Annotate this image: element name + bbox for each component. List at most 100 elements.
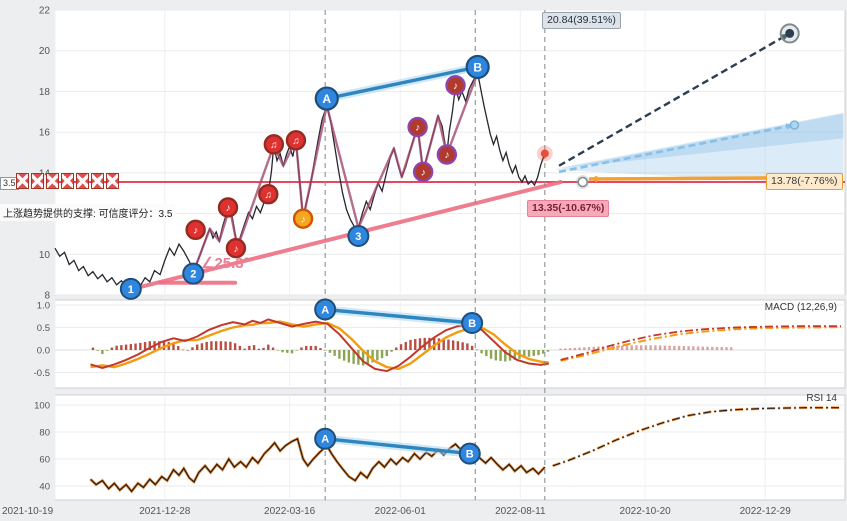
red-note-marker[interactable]	[263, 134, 285, 155]
macd-hist-bar	[305, 345, 308, 350]
macd-point-A[interactable]	[314, 298, 337, 321]
red-packet-icon[interactable]	[61, 173, 74, 189]
macd-hist-bar	[314, 345, 317, 350]
macd-hist-bar	[692, 346, 695, 350]
macd-hist-bar	[229, 341, 232, 350]
macd-hist-bar	[134, 343, 137, 350]
wave-point-B[interactable]	[465, 54, 490, 80]
macd-hist-bar	[262, 347, 265, 350]
red-note-marker[interactable]	[217, 197, 239, 218]
red-packet-icon[interactable]	[106, 173, 119, 189]
macd-hist-bar	[696, 346, 700, 350]
macd-hist-bar	[730, 347, 733, 350]
macd-hist-bar	[390, 350, 393, 352]
purple-note-marker[interactable]	[445, 75, 466, 96]
red-note-marker[interactable]	[225, 237, 247, 259]
y-tick-main: 22	[39, 6, 51, 17]
red-packet-icon[interactable]	[76, 173, 89, 189]
purple-note-marker[interactable]	[436, 144, 458, 165]
target-price-label[interactable]: 20.84(39.51%)	[542, 12, 621, 29]
macd-hist-bar	[404, 342, 407, 350]
ab-line-rsi[interactable]	[323, 437, 472, 456]
wave-point-A[interactable]	[314, 86, 339, 111]
x-tick-label: 2022-10-20	[620, 506, 672, 517]
macd-hist-bar	[485, 350, 488, 357]
ab-line-macd[interactable]	[323, 307, 474, 325]
macd-hist-bar	[494, 350, 498, 361]
red-packet-icon[interactable]	[46, 173, 59, 189]
target-arrow[interactable]	[558, 32, 791, 167]
macd-hist-bar	[186, 350, 189, 351]
purple-note-marker[interactable]	[412, 161, 434, 183]
macd-hist-bar	[687, 346, 690, 350]
macd-hist-bar	[625, 345, 629, 350]
forecast-fan	[555, 112, 844, 169]
x-tick-label: 2021-10-19	[2, 506, 54, 517]
wave-point-2[interactable]	[182, 262, 205, 285]
macd-hist-bar	[300, 347, 303, 350]
macd-hist-bar	[96, 350, 99, 351]
y-tick-main: 10	[39, 250, 51, 261]
macd-hist-bar	[257, 348, 261, 350]
macd-point-B[interactable]	[461, 312, 484, 334]
macd-hist-bar	[701, 346, 704, 350]
macd-hist-bar	[214, 341, 218, 350]
target-dot[interactable]	[785, 28, 795, 38]
macd-hist-bar	[210, 341, 213, 350]
macd-hist-bar	[568, 348, 572, 350]
macd-hist-bar	[635, 345, 638, 350]
macd-hist-bar	[673, 345, 676, 350]
macd-hist-bar	[148, 341, 151, 350]
red-packet-icon[interactable]	[91, 173, 104, 189]
level-dot[interactable]	[577, 176, 588, 188]
macd-hist-bar	[711, 346, 714, 350]
wave-point-3-label: 3	[355, 231, 361, 243]
red-packet-band[interactable]	[16, 173, 119, 189]
macd-hist-bar	[573, 347, 577, 350]
red-note-marker[interactable]	[185, 219, 206, 241]
macd-hist-bar	[342, 350, 346, 361]
forecast-arrow[interactable]	[558, 123, 795, 174]
red-packet-icon[interactable]	[16, 173, 29, 189]
purple-note-marker-label: ♪	[415, 123, 420, 134]
wave-point-3[interactable]	[347, 224, 370, 247]
ab-line-main[interactable]	[325, 65, 480, 101]
forecast-fan	[555, 113, 844, 186]
macd-hist-bar	[668, 345, 671, 350]
macd-hist-bar	[677, 345, 681, 350]
macd-hist-bar	[181, 349, 185, 351]
macd-hist-bar	[323, 350, 327, 351]
purple-note-marker[interactable]	[407, 116, 428, 138]
macd-hist-bar	[158, 341, 161, 350]
rsi-point-A[interactable]	[314, 427, 337, 450]
macd-hist-bar	[578, 347, 581, 350]
y-tick-macd: 0.5	[37, 323, 50, 334]
macd-hist-bar	[286, 350, 289, 353]
macd-hist-bar	[489, 350, 493, 359]
red-note-marker-label: ♪	[226, 203, 231, 214]
level-arrow[interactable]	[589, 176, 767, 181]
wave-point-1[interactable]	[119, 277, 142, 300]
macd-hist-bar	[437, 338, 441, 350]
forecast-dot[interactable]	[789, 120, 800, 130]
rsi-point-B[interactable]	[458, 442, 481, 465]
macd-hist-bar	[451, 340, 455, 350]
macd-hist-bar	[233, 343, 237, 350]
red-note-marker-label: ♪	[193, 225, 198, 236]
y-tick-macd: 1.0	[37, 301, 50, 312]
macd-hist-bar	[433, 337, 436, 350]
y-tick-main: 18	[39, 87, 51, 98]
red-packet-icon[interactable]	[31, 173, 44, 189]
red-note-marker[interactable]	[258, 184, 279, 205]
macd-hist-bar	[143, 342, 147, 350]
macd-hist-bar	[532, 350, 535, 356]
orange-note-marker[interactable]	[292, 208, 314, 229]
price-end-dot[interactable]	[540, 149, 549, 158]
y-tick-rsi: 80	[39, 428, 50, 439]
level-price-label[interactable]: 13.78(-7.76%)	[766, 173, 843, 190]
macd-hist-bar	[110, 347, 114, 350]
stop-price-label[interactable]: 13.35(-10.67%)	[527, 200, 610, 217]
red-note-marker[interactable]	[285, 130, 307, 151]
macd-hist-bar	[196, 344, 199, 350]
macd-hist-bar	[129, 344, 133, 350]
